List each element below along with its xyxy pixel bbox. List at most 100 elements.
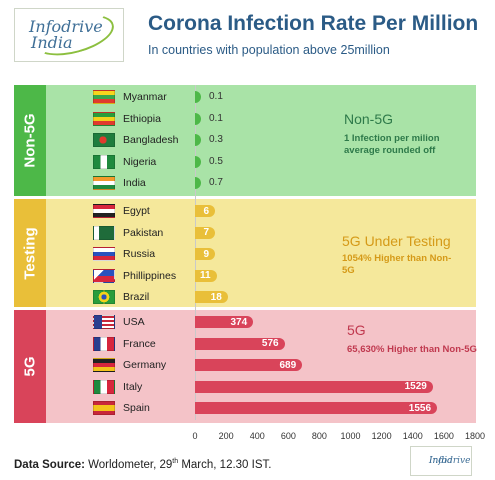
country-row-pakistan: Pakistan — [0, 225, 163, 241]
data-source: Data Source: Worldometer, 29th March, 12… — [14, 458, 271, 471]
country-row-phillippines: Phillippines — [0, 268, 176, 284]
x-tick-400: 400 — [249, 431, 265, 441]
x-tick-1400: 1400 — [402, 431, 423, 441]
country-name-france: France — [123, 337, 156, 350]
country-name-pakistan: Pakistan — [123, 226, 164, 239]
value-label-egypt: 6 — [203, 205, 209, 217]
value-label-usa: 374 — [230, 316, 248, 328]
country-row-ethiopia: Ethiopia — [0, 111, 161, 127]
5g-annotation-sub: 65,630% Higher than Non-5G — [347, 344, 477, 355]
band-non-5g-label: Non-5G — [14, 85, 46, 196]
country-name-egypt: Egypt — [123, 205, 150, 217]
x-tick-200: 200 — [218, 431, 234, 441]
flag-egypt-icon — [93, 204, 115, 218]
x-tick-0: 0 — [192, 431, 198, 441]
country-name-india: India — [123, 177, 146, 189]
value-label-brazil: 18 — [210, 291, 222, 303]
flag-germany-icon — [93, 358, 115, 372]
flag-italy-icon — [93, 379, 115, 394]
country-name-germany: Germany — [123, 359, 167, 371]
country-row-germany: Germany — [0, 357, 166, 373]
bar-spain: 1556 — [195, 402, 438, 414]
data-source-sup: th — [172, 458, 179, 465]
country-name-myanmar: Myanmar — [123, 91, 167, 103]
non-5g-annotation: Non-5G — [344, 111, 393, 127]
value-label-india: 0.7 — [209, 177, 223, 188]
chart-subtitle: In countries with population above 25mil… — [148, 43, 390, 57]
flag-france-icon — [93, 336, 115, 351]
band-non-5g: Non-5G Non-5G 1 Infection per milion ave… — [14, 85, 476, 196]
country-row-italy: Italy — [0, 379, 142, 395]
bar-phillippines: 11 — [195, 269, 217, 282]
country-name-brazil: Brazil — [123, 291, 150, 303]
bar-brazil: 18 — [195, 291, 228, 303]
country-name-bangladesh: Bangladesh — [123, 134, 179, 146]
flag-nigeria-icon — [93, 154, 115, 169]
bar-italy: 1529 — [195, 380, 433, 393]
value-label-italy: 1529 — [404, 381, 427, 392]
x-tick-1600: 1600 — [433, 431, 454, 441]
data-source-text: Worldometer, 29 — [84, 458, 173, 471]
testing-annotation-title: 5G Under Testing — [342, 233, 451, 249]
country-row-france: France — [0, 336, 156, 352]
value-label-pakistan: 7 — [203, 227, 209, 238]
flag-brazil-icon — [93, 290, 115, 304]
value-label-phillippines: 11 — [200, 270, 211, 281]
band-testing-label: Testing — [14, 199, 46, 307]
flag-russia-icon — [93, 247, 115, 261]
bar-nigeria — [195, 155, 201, 168]
country-name-phillippines: Phillippines — [123, 269, 177, 282]
5g-annotation-title: 5G — [347, 322, 366, 338]
x-tick-1200: 1200 — [371, 431, 392, 441]
flag-pakistan-icon — [93, 225, 115, 240]
bar-bangladesh — [195, 134, 201, 146]
country-name-usa: USA — [123, 316, 145, 328]
value-label-ethiopia: 0.1 — [209, 112, 223, 124]
country-name-italy: Italy — [123, 380, 143, 393]
country-name-ethiopia: Ethiopia — [123, 112, 161, 125]
bar-india — [195, 177, 201, 189]
band-5g-label: 5G — [14, 310, 46, 423]
bar-ethiopia — [195, 112, 201, 125]
x-tick-800: 800 — [311, 431, 327, 441]
value-label-spain: 1556 — [408, 402, 432, 414]
x-tick-1800: 1800 — [464, 431, 486, 441]
value-label-nigeria: 0.5 — [209, 155, 223, 167]
x-tick-600: 600 — [280, 431, 296, 441]
5g-annotation: 5G — [347, 322, 366, 338]
bar-pakistan: 7 — [195, 226, 215, 239]
bar-myanmar — [195, 91, 201, 103]
value-label-russia: 9 — [203, 248, 209, 260]
testing-annotation-sub: 1054% Higher than Non-5G — [342, 253, 452, 276]
logo-line1: Infodrive — [29, 17, 103, 36]
flag-bangladesh-icon — [93, 133, 115, 147]
country-row-bangladesh: Bangladesh — [0, 132, 178, 148]
country-row-india: India — [0, 175, 146, 191]
value-label-france: 576 — [261, 338, 279, 349]
value-label-myanmar: 0.1 — [209, 91, 223, 102]
data-source-text-after: March, 12.30 IST. — [178, 458, 272, 471]
non-5g-annotation-title: Non-5G — [344, 111, 394, 127]
chart-title: Corona Infection Rate Per Million — [148, 12, 479, 35]
country-row-spain: Spain — [0, 400, 150, 416]
bar-egypt: 6 — [195, 205, 215, 217]
bar-france: 576 — [195, 337, 285, 350]
value-label-bangladesh: 0.3 — [209, 134, 223, 145]
country-name-russia: Russia — [123, 248, 156, 260]
value-label-germany: 689 — [279, 359, 297, 371]
flag-india-icon — [93, 176, 115, 190]
testing-annotation: 5G Under Testing — [342, 233, 451, 249]
flag-ethiopia-icon — [93, 111, 115, 126]
country-name-nigeria: Nigeria — [123, 155, 157, 168]
country-name-spain: Spain — [123, 402, 150, 414]
bar-usa: 374 — [195, 316, 254, 328]
flag-usa-icon — [93, 315, 115, 329]
brand-logo-small: Infodrive India — [410, 446, 472, 476]
country-row-russia: Russia — [0, 246, 155, 262]
logo-line2: India — [31, 33, 73, 52]
flag-spain-icon — [93, 401, 115, 415]
country-row-brazil: Brazil — [0, 289, 149, 305]
bar-russia: 9 — [195, 248, 215, 260]
non-5g-annotation-sub: 1 Infection per milion average rounded o… — [344, 133, 440, 156]
country-row-nigeria: Nigeria — [0, 154, 156, 170]
